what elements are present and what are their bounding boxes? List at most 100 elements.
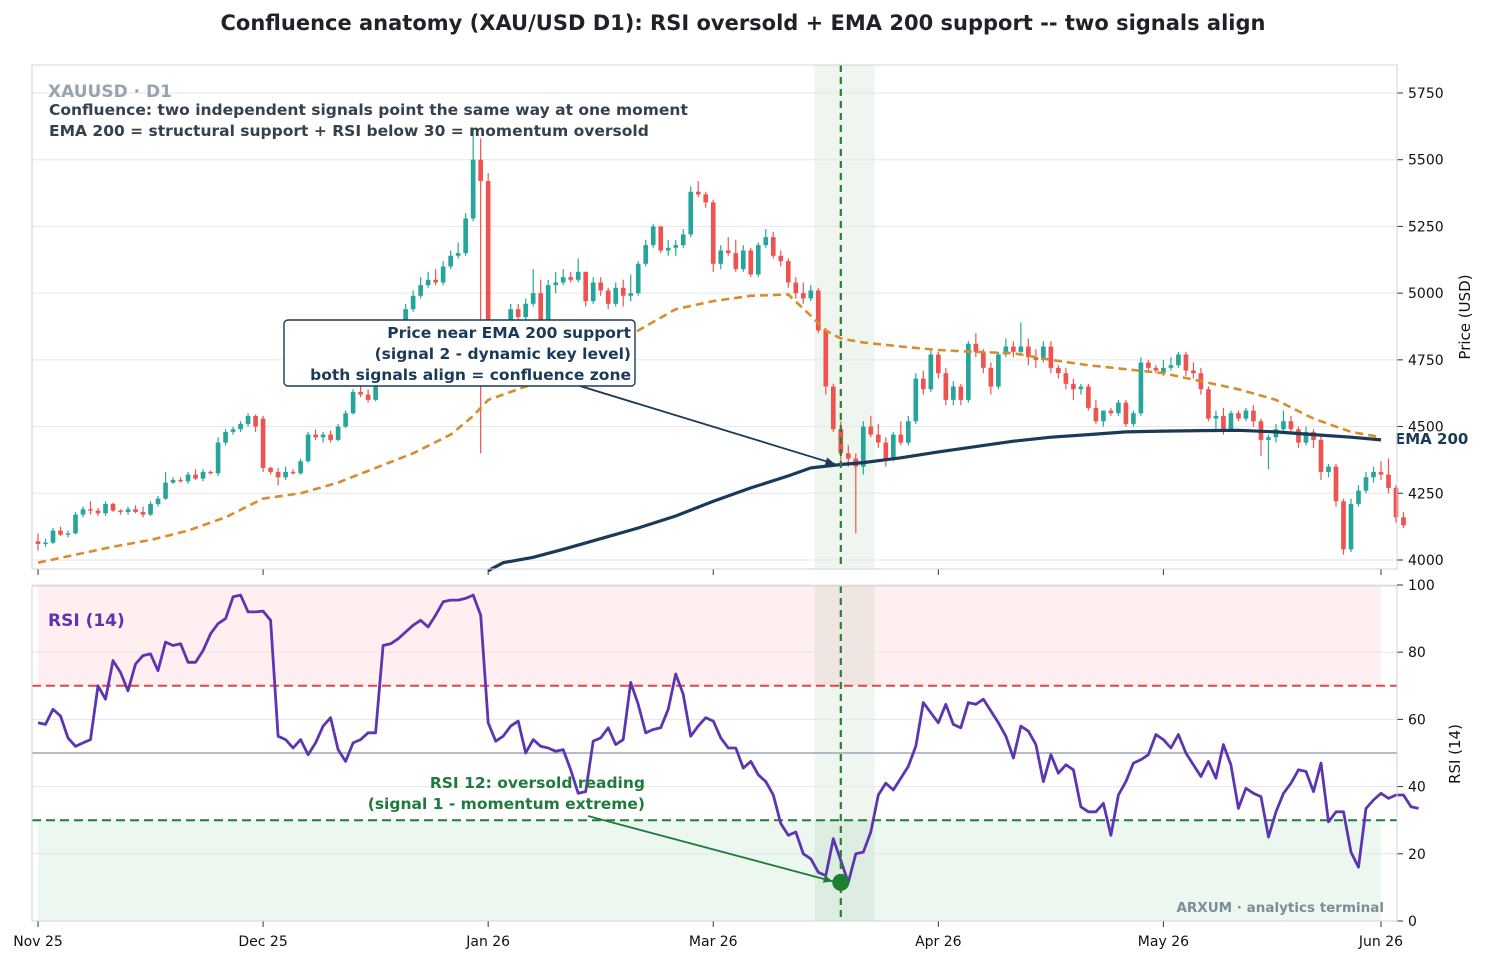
note-line-1: Confluence: two independent signals poin…	[49, 101, 688, 119]
candle	[350, 389, 356, 415]
price-y-tick-label: 5500	[1408, 153, 1444, 169]
candle-body	[155, 498, 161, 504]
candle	[1311, 429, 1316, 448]
candle	[358, 386, 363, 398]
candle	[815, 287, 821, 334]
candle-body	[628, 293, 634, 296]
candlesticks	[35, 127, 1406, 555]
candle	[170, 477, 176, 484]
price-panel: 4000 4250 4500 4750 5000 5250 5500 5750 EMA 200…	[31, 64, 1474, 575]
candle-body	[740, 250, 746, 270]
candle-body	[223, 431, 228, 443]
candle-body	[365, 394, 371, 400]
rsi-panel: 0 20 40 60 80 100 Nov 25 Dec 25 Jan 26 Mar 26 Apr…	[13, 578, 1464, 950]
candle	[1213, 410, 1219, 430]
candle	[1318, 434, 1324, 480]
candle	[463, 213, 468, 256]
candle-body	[343, 413, 348, 427]
price-x-ticks	[37, 569, 1382, 575]
candle	[1333, 463, 1339, 507]
candle	[343, 410, 348, 428]
candle	[973, 333, 979, 358]
candle-body	[688, 191, 694, 235]
candle	[418, 277, 423, 299]
candle-body	[1086, 386, 1091, 408]
candle	[155, 495, 161, 507]
candle-body	[643, 245, 649, 264]
candle-body	[1056, 367, 1061, 374]
candle-body	[80, 509, 86, 515]
candle-body	[650, 226, 656, 246]
candle	[590, 277, 596, 304]
candle	[545, 279, 551, 323]
candle-body	[230, 429, 236, 432]
candle-body	[200, 471, 206, 479]
candle-body	[1131, 413, 1136, 424]
candle	[628, 274, 634, 302]
candle-body	[785, 261, 791, 283]
candle-body	[170, 479, 176, 483]
candle	[140, 506, 146, 518]
candle-body	[613, 287, 619, 304]
candle	[823, 327, 829, 395]
candle	[455, 242, 461, 259]
candle	[223, 429, 228, 446]
candle	[118, 509, 123, 515]
candle	[703, 191, 709, 208]
candle-body	[680, 234, 686, 246]
candle	[898, 421, 904, 446]
rsi-annotation-line-1: RSI 12: oversold reading	[430, 774, 645, 792]
candle-body	[868, 426, 874, 435]
candle	[95, 507, 101, 516]
candle-body	[725, 250, 731, 254]
candle-body	[1153, 367, 1159, 371]
candle-body	[890, 434, 896, 459]
candle-body	[1063, 373, 1069, 384]
price-y-tick-label: 5750	[1408, 86, 1444, 102]
candle-body	[936, 354, 941, 374]
candle	[635, 261, 641, 296]
candle	[125, 506, 131, 515]
x-tick-label: Apr 26	[915, 934, 962, 950]
candle-body	[373, 378, 378, 400]
signal-highlight-band	[814, 65, 875, 569]
candle-body	[470, 159, 476, 219]
candle-body	[1228, 413, 1234, 430]
candle	[808, 285, 814, 302]
candle-body	[845, 453, 851, 459]
candle-body	[1303, 431, 1309, 443]
candle	[58, 526, 63, 536]
candle	[335, 423, 341, 442]
rsi-annotation-arrow	[587, 815, 834, 883]
candle	[425, 271, 431, 288]
candle-body	[590, 282, 596, 302]
candle	[1003, 338, 1009, 358]
rsi-y-tick-label: 20	[1408, 847, 1426, 863]
x-tick-label: Mar 26	[689, 934, 738, 950]
candle-body	[1401, 517, 1406, 526]
candle	[650, 223, 656, 248]
candle-body	[140, 511, 146, 515]
candle-body	[193, 474, 198, 479]
candle-body	[43, 542, 48, 544]
price-frame	[31, 64, 1398, 570]
candle	[1131, 410, 1136, 427]
candle-body	[988, 367, 994, 387]
candle	[951, 381, 956, 406]
candle	[193, 469, 198, 480]
candle-body	[1393, 487, 1399, 518]
candle	[553, 271, 559, 294]
candle	[1071, 378, 1076, 400]
candle	[478, 138, 483, 454]
candle-body	[703, 194, 709, 203]
ema-annotation: Price near EMA 200 support (signal 2 - d…	[283, 319, 836, 465]
candle-body	[403, 309, 408, 326]
rsi-axis-label: RSI (14)	[1446, 724, 1464, 784]
candle	[560, 269, 566, 286]
candle	[538, 279, 544, 326]
candle-body	[110, 503, 116, 511]
candle	[185, 471, 191, 484]
candle	[1393, 485, 1399, 523]
candle	[485, 173, 491, 347]
candle	[943, 367, 949, 406]
